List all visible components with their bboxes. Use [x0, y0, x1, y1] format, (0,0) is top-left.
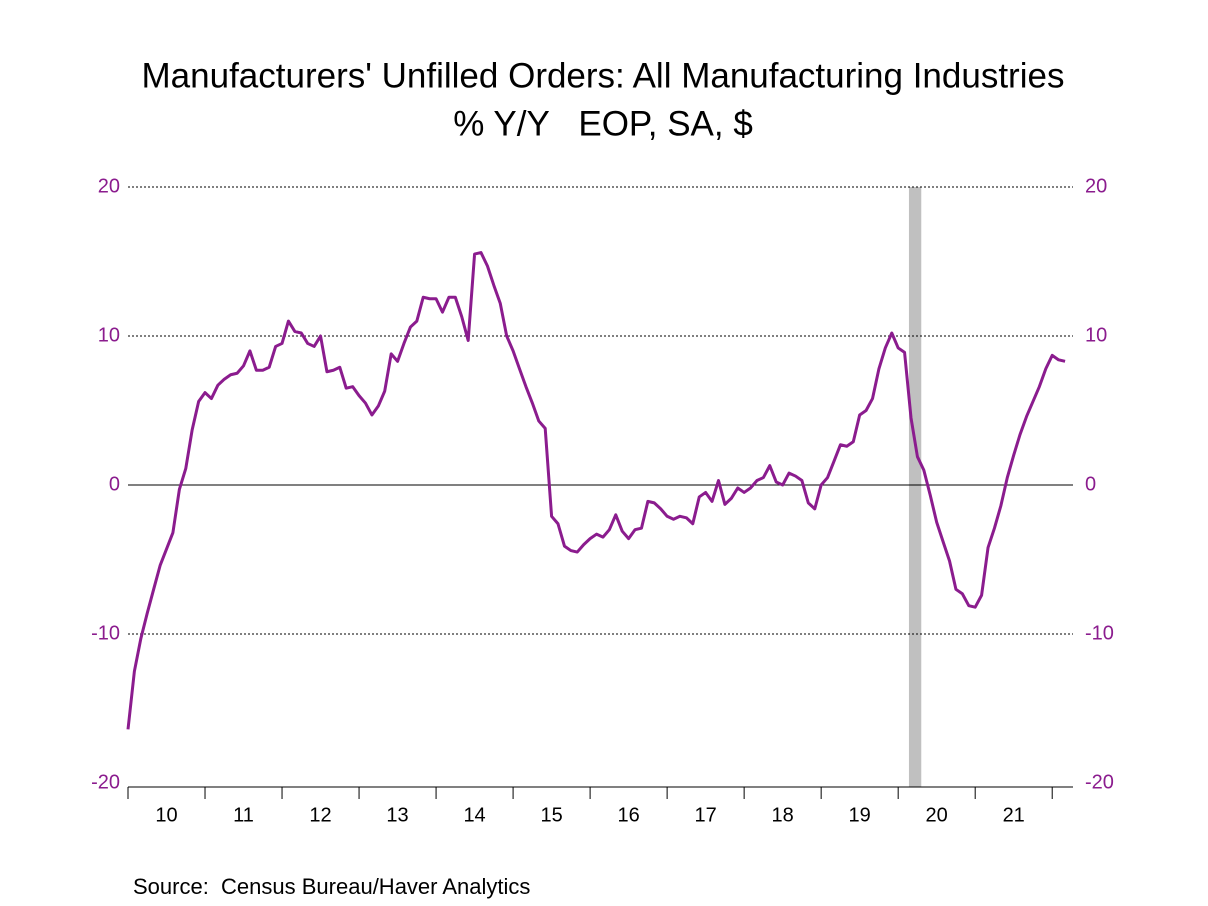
y2-tick-label: 20	[1085, 175, 1107, 197]
x-tick-label: 15	[540, 804, 562, 826]
x-tick-label: 12	[309, 804, 331, 826]
x-tick-label: 19	[849, 804, 871, 826]
x-tick-label: 10	[155, 804, 177, 826]
y2-tick-label: 0	[1085, 473, 1096, 495]
x-tick-label: 20	[926, 804, 948, 826]
x-tick-label: 17	[695, 804, 717, 826]
x-tick-label: 11	[233, 804, 254, 826]
y-tick-label: -10	[91, 622, 120, 644]
source-note: Source: Census Bureau/Haver Analytics	[133, 874, 530, 899]
y-tick-label: 0	[109, 473, 120, 495]
chart-title: Manufacturers' Unfilled Orders: All Manu…	[142, 56, 1065, 95]
chart-subtitle: % Y/Y EOP, SA, $	[453, 104, 753, 143]
x-tick-label: 13	[386, 804, 408, 826]
y2-tick-label: -10	[1085, 622, 1114, 644]
x-tick-label: 16	[617, 804, 639, 826]
y-tick-label: 20	[98, 175, 120, 197]
x-tick-label: 18	[772, 804, 794, 826]
y2-tick-label: 10	[1085, 324, 1107, 346]
recession-shade	[908, 187, 922, 787]
y-tick-label: 10	[98, 324, 120, 346]
x-tick-label: 21	[1003, 804, 1025, 826]
y2-tick-label: -20	[1085, 771, 1114, 793]
data-line	[126, 251, 1066, 730]
x-tick-label: 14	[463, 804, 485, 826]
y-tick-label: -20	[91, 771, 120, 793]
